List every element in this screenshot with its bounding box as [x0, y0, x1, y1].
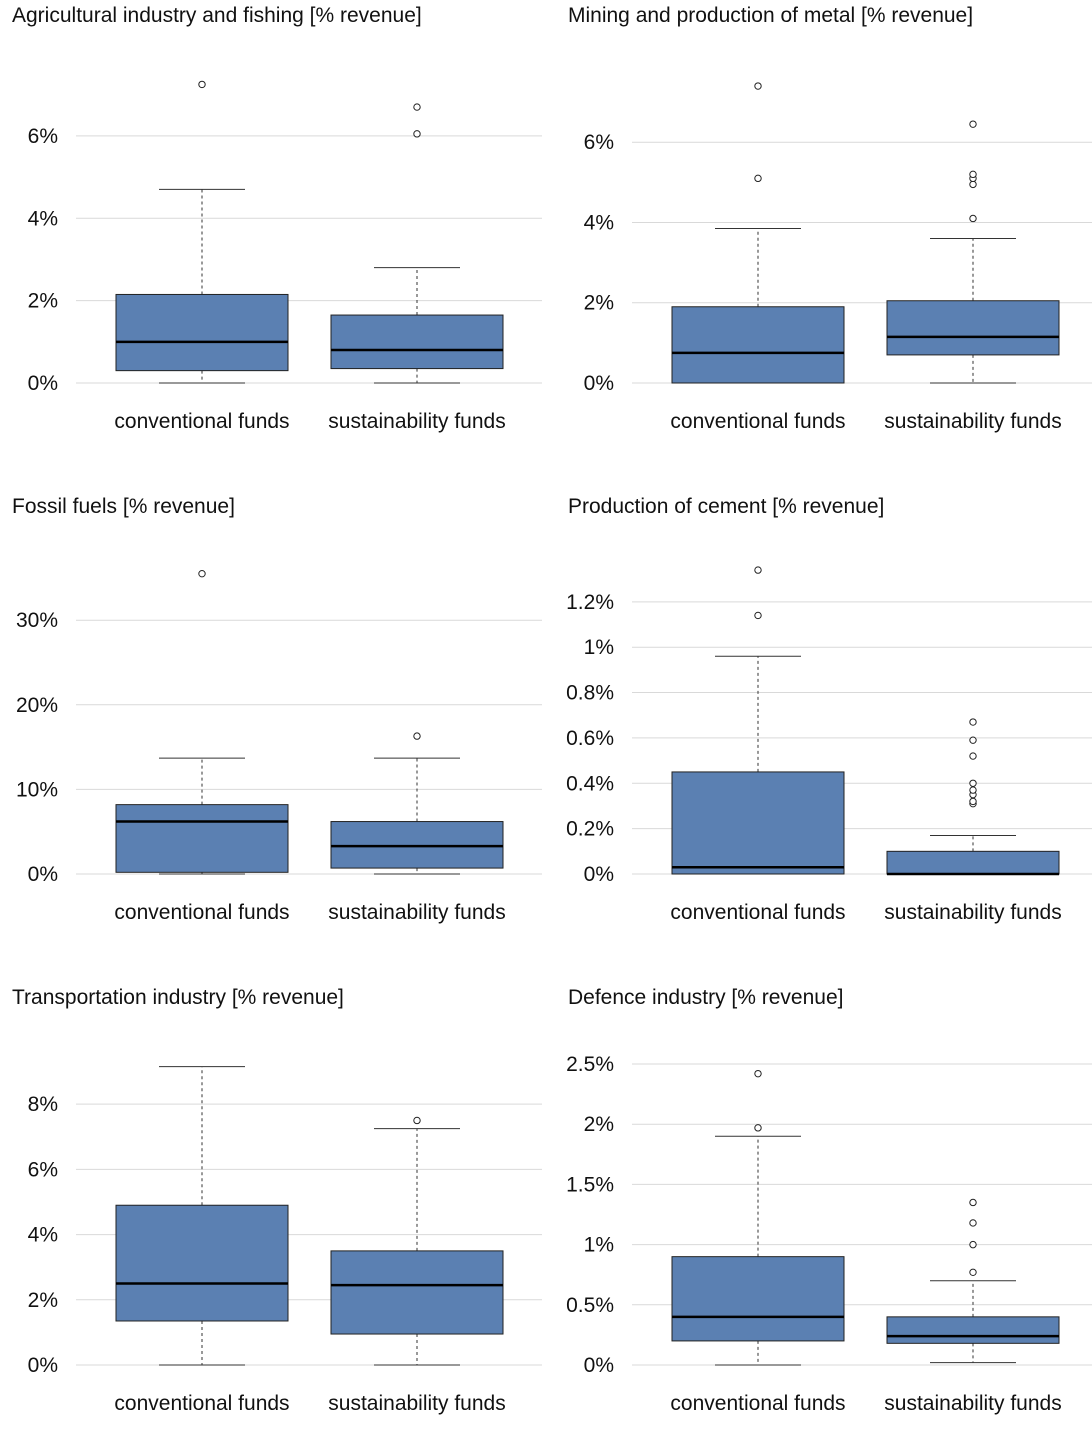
y-tick-label: 4%	[28, 207, 58, 230]
box	[115, 293, 289, 372]
y-tick-label: 8%	[28, 1093, 58, 1116]
y-tick-label: 0.6%	[566, 727, 614, 750]
chart-svg: 0% 10% 20% 30% conventional funds sustainabil…	[16, 569, 542, 924]
outlier-point	[969, 786, 977, 794]
x-category-label: conventional funds	[670, 410, 845, 433]
box	[115, 804, 289, 873]
chart-panel-agriculture: Agricultural industry and fishing [% rev…	[0, 0, 546, 470]
chart-svg: 0% 0.5% 1% 1.5% 2% 2.5% conventional funds sust…	[566, 1053, 1092, 1415]
x-category-label: sustainability funds	[328, 1392, 505, 1415]
y-tick-label: 0.8%	[566, 682, 614, 705]
outlier-point	[754, 174, 762, 183]
y-tick-label: 0%	[584, 372, 614, 395]
y-tick-label: 20%	[16, 694, 58, 717]
y-tick-label: 0%	[28, 372, 58, 395]
chart-panel-defence: Defence industry [% revenue] 0% 0.5% 1% 1.5…	[556, 982, 1092, 1452]
y-tick-label: 2%	[584, 1113, 614, 1136]
outlier-point	[198, 80, 206, 89]
chart-panel-cement: Production of cement [% revenue] 0% 0.2% 0…	[556, 491, 1092, 961]
y-tick-label: 0.2%	[566, 818, 614, 841]
outlier-point	[969, 736, 977, 744]
chart-svg: 0% 0.2% 0.4% 0.6% 0.8% 1% 1.2% conventional fun…	[566, 566, 1092, 924]
x-category-label: conventional funds	[114, 901, 289, 924]
outlier-point	[969, 1198, 977, 1207]
x-category-label: sustainability funds	[328, 410, 505, 433]
outlier-point	[969, 718, 977, 726]
outlier-point	[754, 1124, 762, 1132]
outlier-point	[969, 752, 977, 760]
outlier-point	[969, 170, 977, 179]
x-category-label: sustainability funds	[884, 901, 1061, 924]
outlier-point	[969, 1219, 977, 1227]
y-tick-label: 0%	[584, 1354, 614, 1377]
box	[886, 300, 1060, 356]
outlier-point	[413, 1116, 421, 1125]
chart-svg: 0% 2% 4% 6% conventional funds sustainability…	[584, 82, 1092, 433]
outlier-point	[198, 569, 206, 578]
y-tick-label: 6%	[28, 125, 58, 148]
y-tick-label: 0%	[28, 1354, 58, 1377]
x-category-label: conventional funds	[670, 901, 845, 924]
y-tick-label: 4%	[584, 211, 614, 234]
box	[886, 1316, 1060, 1344]
outlier-point	[969, 120, 977, 128]
y-tick-label: 2%	[28, 1289, 58, 1312]
y-tick-label: 30%	[16, 609, 58, 632]
x-category-label: sustainability funds	[328, 901, 505, 924]
chart-title: Defence industry [% revenue]	[568, 986, 844, 1009]
box	[330, 314, 504, 370]
x-category-label: conventional funds	[114, 1392, 289, 1415]
outlier-point	[413, 732, 421, 740]
outlier-point	[754, 566, 762, 574]
outlier-point	[413, 103, 421, 111]
y-tick-label: 2%	[28, 290, 58, 313]
y-tick-label: 4%	[28, 1224, 58, 1247]
outlier-point	[969, 214, 977, 223]
box	[115, 1204, 289, 1322]
box	[330, 821, 504, 869]
x-category-label: conventional funds	[670, 1392, 845, 1415]
box	[671, 1256, 845, 1342]
x-category-label: conventional funds	[114, 410, 289, 433]
box	[671, 306, 845, 384]
outlier-point	[969, 797, 977, 806]
outlier-point	[754, 611, 762, 620]
chart-svg: 0% 2% 4% 6% conventional funds sustainability…	[28, 80, 542, 433]
chart-title: Fossil fuels [% revenue]	[12, 495, 235, 518]
chart-panel-fossil-fuels: Fossil fuels [% revenue] 0% 10% 20% 30% conv…	[0, 491, 546, 961]
chart-grid: Agricultural industry and fishing [% rev…	[0, 0, 1092, 1415]
box	[886, 850, 1060, 875]
chart-title: Agricultural industry and fishing [% rev…	[12, 4, 422, 27]
outlier-point	[969, 779, 977, 787]
x-category-label: sustainability funds	[884, 410, 1061, 433]
y-tick-label: 6%	[584, 131, 614, 154]
outlier-point	[754, 82, 762, 90]
box	[671, 771, 845, 875]
y-tick-label: 2.5%	[566, 1053, 614, 1076]
chart-title: Mining and production of metal [% revenu…	[568, 4, 974, 27]
y-tick-label: 10%	[16, 778, 58, 801]
chart-panel-mining: Mining and production of metal [% revenu…	[556, 0, 1092, 470]
y-tick-label: 0.5%	[566, 1294, 614, 1317]
y-tick-label: 1%	[584, 636, 614, 659]
outlier-point	[969, 1240, 977, 1249]
chart-panel-transportation: Transportation industry [% revenue] 0% 2%…	[0, 982, 546, 1452]
outlier-point	[754, 1069, 762, 1078]
chart-svg: 0% 2% 4% 6% 8% conventional funds sustainabili…	[28, 1066, 542, 1415]
outlier-point	[969, 180, 977, 189]
chart-title: Production of cement [% revenue]	[568, 495, 885, 518]
y-tick-label: 1.5%	[566, 1173, 614, 1196]
outlier-point	[413, 130, 421, 138]
outlier-point	[969, 1268, 977, 1277]
chart-title: Transportation industry [% revenue]	[12, 986, 344, 1009]
box	[330, 1250, 504, 1335]
y-tick-label: 0%	[28, 863, 58, 886]
y-tick-label: 6%	[28, 1158, 58, 1181]
y-tick-label: 0.4%	[566, 772, 614, 795]
y-tick-label: 2%	[584, 292, 614, 315]
x-category-label: sustainability funds	[884, 1392, 1061, 1415]
y-tick-label: 0%	[584, 863, 614, 886]
y-tick-label: 1%	[584, 1234, 614, 1257]
y-tick-label: 1.2%	[566, 591, 614, 614]
